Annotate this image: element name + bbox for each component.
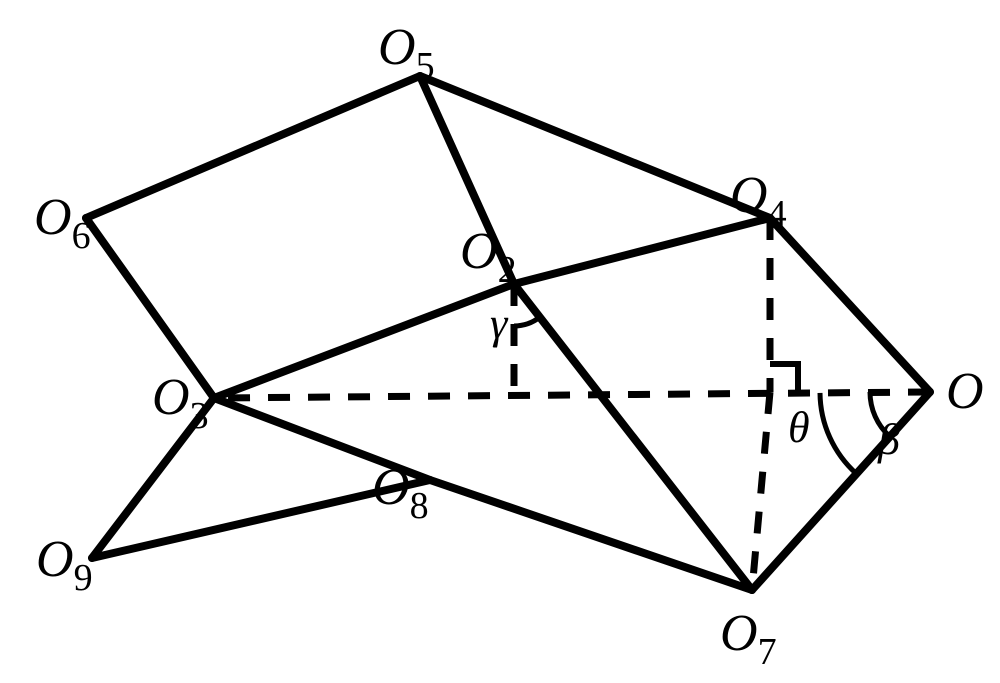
vertex-label: O5: [378, 19, 435, 87]
angle-arc-theta: [820, 393, 856, 474]
edge-dashed: [752, 392, 770, 590]
edge-solid: [430, 480, 752, 590]
edge-solid: [752, 392, 930, 590]
geometry-diagram: OO2O3O4O5O6O7O8O9γθβ: [0, 0, 1000, 683]
vertex-label: O8: [372, 459, 429, 527]
vertex-label: O6: [34, 189, 91, 257]
right-angle-marker: [770, 364, 798, 392]
edge-solid: [86, 76, 420, 218]
edge-solid: [214, 284, 514, 398]
vertex-label: O9: [36, 531, 93, 599]
edge-solid: [514, 284, 752, 590]
angle-label: θ: [788, 403, 810, 452]
angle-label: β: [877, 415, 900, 464]
vertex-label: O2: [460, 223, 517, 291]
edge-solid: [86, 218, 214, 398]
vertex-label: O: [946, 363, 984, 420]
angle-arc-gamma: [514, 317, 540, 326]
vertex-label: O7: [720, 605, 777, 673]
edge-solid: [514, 218, 770, 284]
solid-edges: [86, 76, 930, 590]
angle-label: γ: [490, 299, 509, 348]
